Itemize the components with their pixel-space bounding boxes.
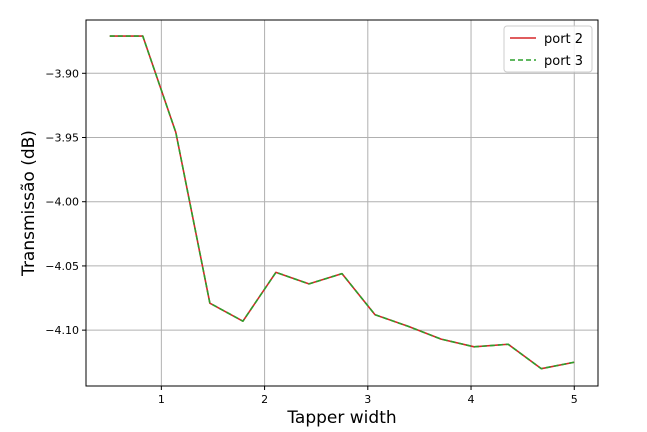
y-tick-label: −3.95 [45, 132, 79, 145]
series-line-port-3 [109, 35, 575, 370]
legend: port 2 port 3 [503, 25, 593, 73]
legend-items: port 2 port 3 [510, 32, 583, 69]
series-lines [109, 35, 575, 370]
x-tick-label: 3 [364, 393, 371, 406]
x-tick-label: 2 [261, 393, 268, 406]
axis-ticks: 1 2 3 4 5 −3.90 −3.95 −4.00 −4.05 −4.10 [45, 67, 577, 406]
legend-label-port-2: port 2 [544, 32, 583, 47]
x-tick-label: 1 [158, 393, 165, 406]
y-tick-label: −4.05 [45, 260, 79, 273]
y-tick-label: −4.10 [45, 324, 79, 337]
y-tick-label: −4.00 [45, 196, 79, 209]
x-tick-label: 5 [571, 393, 578, 406]
legend-label-port-3: port 3 [544, 54, 583, 69]
y-tick-label: −3.90 [45, 67, 79, 80]
series-line-port-2 [109, 35, 575, 370]
grid [86, 20, 598, 386]
y-axis-label: Transmissão (dB) [19, 130, 39, 277]
x-axis-label: Tapper width [286, 408, 396, 428]
x-tick-label: 4 [468, 393, 475, 406]
plot-frame [85, 19, 599, 387]
